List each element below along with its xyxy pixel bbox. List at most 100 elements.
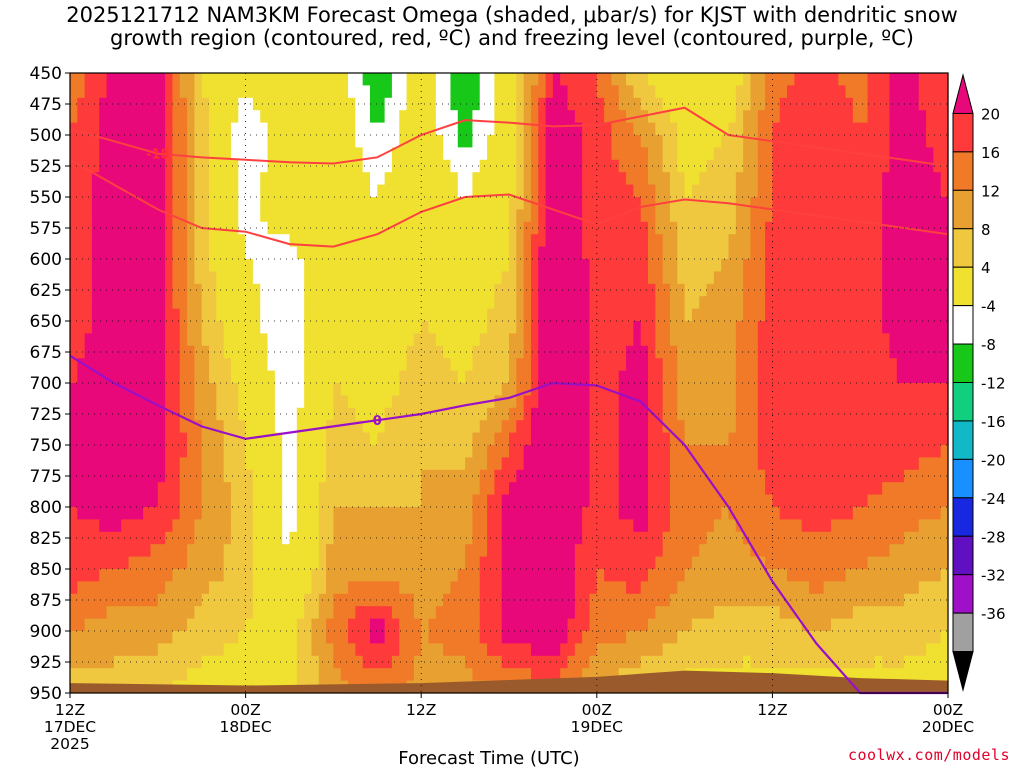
omega-cell	[230, 432, 239, 446]
omega-cell	[757, 110, 766, 124]
omega-cell	[340, 85, 349, 99]
omega-cell	[369, 569, 378, 582]
omega-cell	[355, 531, 364, 545]
omega-cell	[274, 531, 283, 545]
omega-cell	[545, 333, 554, 347]
omega-cell	[648, 569, 656, 582]
omega-cell	[274, 482, 283, 496]
omega-cell	[128, 420, 137, 434]
omega-cell	[413, 519, 422, 533]
omega-cell	[399, 432, 408, 446]
omega-cell	[106, 197, 115, 210]
omega-cell	[845, 147, 854, 161]
omega-cell	[260, 345, 269, 359]
omega-cell	[230, 97, 239, 111]
omega-cell	[626, 507, 634, 520]
omega-cell	[808, 457, 817, 471]
omega-cell	[479, 135, 488, 148]
omega-cell	[604, 184, 613, 198]
omega-cell	[830, 246, 839, 260]
omega-cell	[128, 569, 137, 582]
omega-cell	[421, 172, 430, 186]
omega-cell	[70, 556, 78, 570]
omega-cell	[779, 172, 788, 186]
omega-cell	[260, 172, 269, 186]
omega-cell	[355, 85, 364, 99]
omega-cell	[882, 333, 891, 347]
omega-cell	[596, 507, 605, 520]
omega-cell	[165, 85, 174, 99]
omega-cell	[896, 345, 905, 359]
omega-cell	[216, 457, 225, 471]
omega-cell	[940, 234, 949, 248]
omega-cell	[99, 469, 108, 483]
omega-cell	[391, 110, 400, 124]
omega-cell	[413, 544, 422, 558]
omega-cell	[940, 432, 949, 446]
omega-cell	[472, 85, 481, 99]
omega-cell	[677, 85, 686, 99]
omega-cell	[479, 296, 488, 310]
omega-cell	[428, 259, 437, 272]
omega-cell	[801, 197, 810, 210]
omega-cell	[150, 581, 159, 595]
omega-cell	[721, 184, 730, 198]
omega-cell	[589, 159, 598, 173]
omega-cell	[296, 482, 305, 496]
omega-cell	[713, 507, 722, 520]
omega-cell	[157, 234, 166, 248]
omega-cell	[501, 370, 510, 384]
omega-cell	[245, 246, 254, 260]
omega-cell	[794, 469, 803, 483]
omega-cell	[699, 184, 708, 198]
omega-cell	[530, 445, 539, 458]
omega-cell	[845, 135, 854, 148]
omega-cell	[289, 556, 298, 570]
omega-cell	[589, 395, 598, 409]
omega-cell	[721, 407, 730, 421]
omega-cell	[333, 296, 342, 310]
omega-cell	[311, 507, 320, 520]
omega-cell	[465, 383, 474, 396]
omega-cell	[699, 544, 708, 558]
omega-cell	[391, 308, 400, 322]
omega-cell	[99, 383, 108, 396]
omega-cell	[99, 259, 108, 272]
omega-cell	[252, 110, 261, 124]
omega-cell	[377, 333, 386, 347]
omega-cell	[91, 271, 100, 285]
omega-cell	[172, 569, 181, 582]
omega-cell	[106, 122, 115, 136]
omega-cell	[179, 259, 188, 272]
omega-cell	[816, 519, 825, 533]
omega-cell	[713, 457, 722, 471]
omega-cell	[369, 184, 378, 198]
omega-cell	[808, 197, 817, 210]
omega-cell	[369, 407, 378, 421]
omega-cell	[904, 420, 913, 434]
omega-cell	[377, 122, 386, 136]
omega-cell	[216, 432, 225, 446]
omega-cell	[457, 407, 466, 421]
omega-cell	[896, 184, 905, 198]
omega-cell	[99, 73, 108, 86]
omega-cell	[889, 97, 898, 111]
omega-cell	[662, 283, 671, 297]
omega-cell	[808, 519, 817, 533]
omega-cell	[209, 122, 217, 136]
omega-cell	[223, 544, 232, 558]
omega-cell	[304, 482, 313, 496]
omega-cell	[589, 370, 598, 384]
omega-cell	[574, 445, 583, 458]
omega-cell	[582, 246, 591, 260]
omega-cell	[552, 259, 561, 272]
omega-cell	[391, 259, 400, 272]
omega-cell	[779, 507, 788, 520]
omega-cell	[713, 209, 722, 223]
omega-cell	[113, 122, 122, 136]
omega-cell	[567, 110, 576, 124]
omega-cell	[808, 135, 817, 148]
omega-cell	[911, 569, 920, 582]
omega-cell	[779, 197, 788, 210]
omega-cell	[113, 246, 122, 260]
